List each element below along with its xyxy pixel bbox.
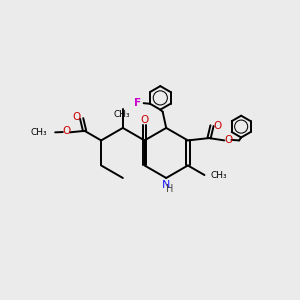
Text: CH₃: CH₃ — [30, 128, 47, 137]
Text: F: F — [134, 98, 141, 108]
Text: N: N — [162, 180, 170, 190]
Text: O: O — [140, 115, 148, 125]
Text: O: O — [213, 121, 221, 131]
Text: CH₃: CH₃ — [211, 171, 227, 180]
Text: O: O — [62, 126, 70, 136]
Text: O: O — [72, 112, 80, 122]
Text: O: O — [224, 134, 232, 145]
Text: CH₃: CH₃ — [113, 110, 130, 119]
Text: H: H — [166, 184, 173, 194]
